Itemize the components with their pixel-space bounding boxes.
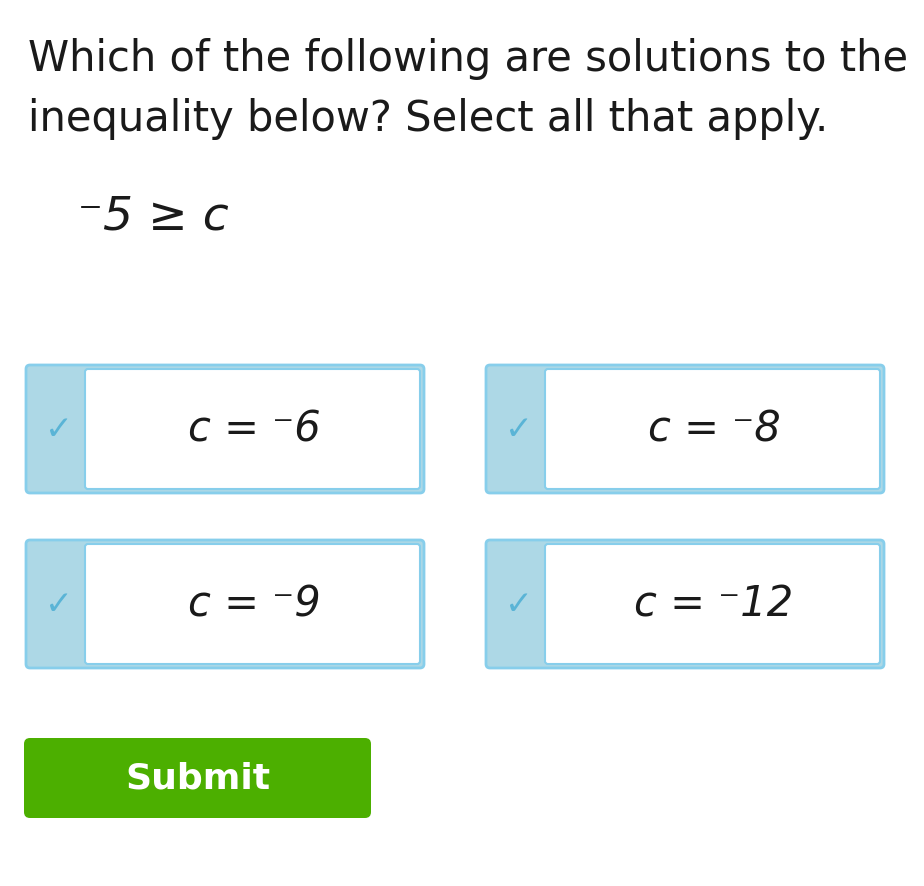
Text: c = ⁻8: c = ⁻8 [648,408,781,450]
FancyBboxPatch shape [486,540,884,668]
Text: ✓: ✓ [505,413,533,446]
FancyBboxPatch shape [85,544,420,664]
FancyBboxPatch shape [486,366,884,494]
Text: ✓: ✓ [505,587,533,621]
FancyBboxPatch shape [26,366,424,494]
Text: inequality below? Select all that apply.: inequality below? Select all that apply. [28,97,828,140]
Text: ⁻5 ≥ c: ⁻5 ≥ c [78,195,229,240]
FancyBboxPatch shape [85,369,420,489]
Text: Submit: Submit [125,761,270,795]
Text: c = ⁻12: c = ⁻12 [635,583,794,626]
FancyBboxPatch shape [545,369,880,489]
FancyBboxPatch shape [545,544,880,664]
FancyBboxPatch shape [24,738,371,818]
Text: ✓: ✓ [45,413,73,446]
FancyBboxPatch shape [26,540,424,668]
Text: c = ⁻9: c = ⁻9 [188,583,321,626]
Text: c = ⁻6: c = ⁻6 [188,408,321,450]
Text: Which of the following are solutions to the: Which of the following are solutions to … [28,38,908,80]
Text: ✓: ✓ [45,587,73,621]
